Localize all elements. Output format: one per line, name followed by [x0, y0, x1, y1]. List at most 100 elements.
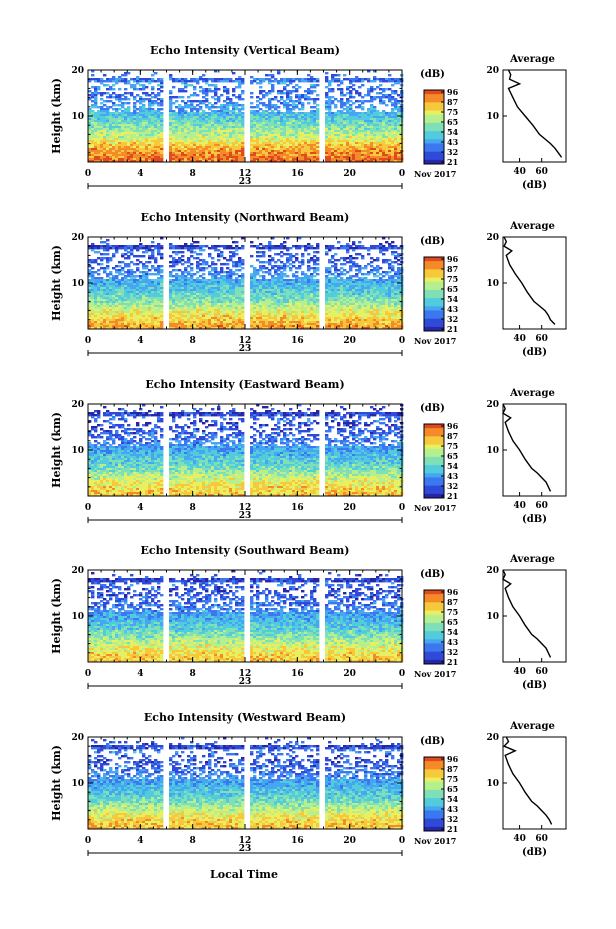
heatmap-cell	[118, 283, 122, 286]
heatmap-cell	[310, 144, 314, 147]
heatmap-cell	[169, 106, 173, 109]
heatmap-cell	[295, 132, 299, 135]
heatmap-cell	[214, 245, 218, 248]
heatmap-cell	[352, 287, 356, 290]
heatmap-cell	[346, 88, 350, 91]
heatmap-cell	[268, 289, 272, 292]
heatmap-cell	[280, 130, 284, 133]
heatmap-cell	[349, 94, 353, 97]
heatmap-cell	[214, 247, 218, 250]
heatmap-cell	[199, 285, 203, 288]
heatmap-cell	[313, 160, 317, 163]
heatmap-cell	[256, 112, 260, 115]
heatmap-cell	[385, 261, 389, 264]
heatmap-cell	[379, 285, 383, 288]
heatmap-cell	[343, 158, 347, 161]
heatmap-cell	[217, 152, 221, 155]
heatmap-cell	[199, 253, 203, 256]
heatmap-cell	[250, 152, 254, 155]
heatmap-cell	[337, 140, 341, 143]
heatmap-cell	[160, 255, 164, 258]
heatmap-cell	[202, 287, 206, 290]
heatmap-cell	[103, 100, 107, 103]
heatmap-cell	[364, 160, 368, 163]
heatmap-cell	[109, 273, 113, 276]
heatmap-cell	[367, 122, 371, 125]
heatmap-cell	[238, 279, 242, 282]
heatmap-cell	[325, 269, 329, 272]
heatmap-cell	[103, 92, 107, 95]
heatmap-cell	[88, 259, 92, 262]
heatmap-cell	[295, 148, 299, 151]
heatmap-cell	[340, 132, 344, 135]
heatmap-cell	[157, 283, 161, 286]
heatmap-cell	[280, 154, 284, 157]
heatmap-cell	[97, 152, 101, 155]
heatmap-cell	[349, 152, 353, 155]
heatmap-cell	[310, 86, 314, 89]
heatmap-cell	[103, 112, 107, 115]
heatmap-cell	[265, 148, 269, 151]
heatmap-cell	[361, 130, 365, 133]
heatmap-cell	[259, 92, 263, 95]
heatmap-cell	[268, 90, 272, 93]
heatmap-cell	[376, 156, 380, 159]
heatmap-cell	[106, 275, 110, 278]
heatmap-cell	[397, 94, 401, 97]
heatmap-cell	[184, 245, 188, 248]
heatmap-cell	[88, 116, 92, 119]
heatmap-cell	[391, 84, 395, 87]
heatmap-cell	[172, 78, 176, 81]
heatmap-cell	[337, 273, 341, 276]
heatmap-cell	[355, 132, 359, 135]
heatmap-cell	[292, 287, 296, 290]
heatmap-cell	[169, 126, 173, 129]
heatmap-cell	[340, 134, 344, 137]
heatmap-cell	[370, 265, 374, 268]
heatmap-cell	[226, 271, 230, 274]
heatmap-cell	[325, 124, 329, 127]
heatmap-cell	[193, 122, 197, 125]
heatmap-cell	[391, 122, 395, 125]
heatmap-cell	[94, 289, 98, 292]
heatmap-cell	[310, 140, 314, 143]
heatmap-cell	[124, 287, 128, 290]
heatmap-cell	[331, 90, 335, 93]
heatmap-cell	[253, 275, 257, 278]
heatmap-cell	[379, 102, 383, 105]
heatmap-cell	[271, 267, 275, 270]
heatmap-cell	[307, 267, 311, 270]
heatmap-cell	[337, 120, 341, 123]
heatmap-cell	[355, 265, 359, 268]
heatmap-cell	[271, 146, 275, 149]
heatmap-cell	[214, 126, 218, 129]
heatmap-cell	[175, 120, 179, 123]
heatmap-cell	[91, 154, 95, 157]
heatmap-cell	[277, 247, 281, 250]
heatmap-cell	[169, 281, 173, 284]
heatmap-cell	[277, 287, 281, 290]
heatmap-cell	[184, 132, 188, 135]
heatmap-cell	[388, 158, 392, 161]
heatmap-cell	[349, 82, 353, 85]
heatmap-cell	[340, 122, 344, 125]
heatmap-cell	[103, 241, 107, 244]
heatmap-cell	[214, 128, 218, 131]
heatmap-cell	[97, 289, 101, 292]
heatmap-cell	[112, 277, 116, 280]
heatmap-cell	[310, 76, 314, 79]
heatmap-cell	[307, 98, 311, 101]
heatmap-cell	[127, 263, 131, 266]
heatmap-cell	[253, 283, 257, 286]
heatmap-cell	[382, 88, 386, 91]
heatmap-cell	[139, 130, 143, 133]
heatmap-cell	[205, 132, 209, 135]
heatmap-cell	[385, 94, 389, 97]
heatmap-cell	[238, 114, 242, 117]
heatmap-cell	[157, 152, 161, 155]
heatmap-cell	[382, 261, 386, 264]
heatmap-cell	[151, 257, 155, 260]
heatmap-cell	[190, 150, 194, 153]
heatmap-cell	[157, 112, 161, 115]
heatmap-cell	[112, 96, 116, 99]
